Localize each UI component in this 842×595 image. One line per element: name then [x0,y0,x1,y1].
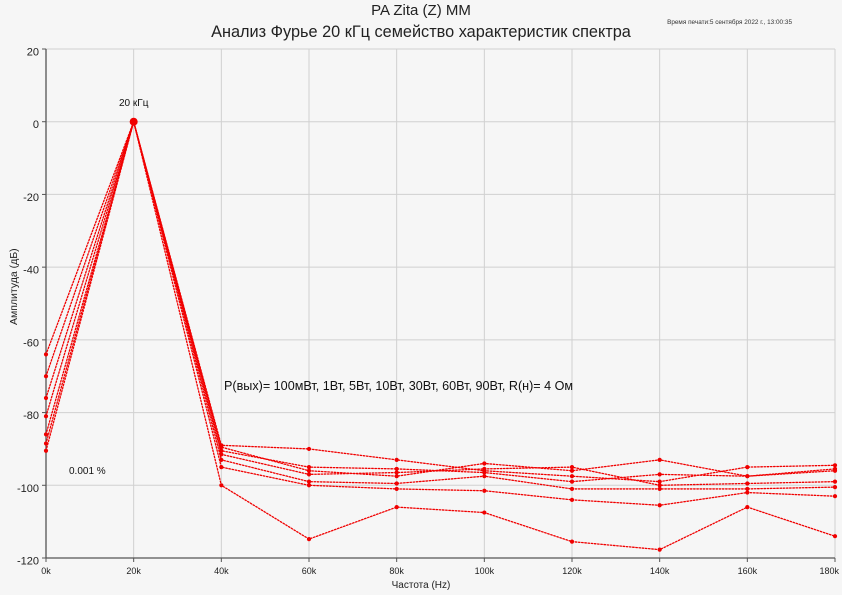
svg-text:-60: -60 [23,337,39,349]
svg-text:-100: -100 [17,483,39,495]
svg-text:120k: 120k [562,566,582,576]
svg-text:-20: -20 [23,192,39,204]
svg-text:-120: -120 [17,556,39,568]
svg-text:60k: 60k [302,566,317,576]
svg-text:40k: 40k [214,566,229,576]
svg-text:0k: 0k [41,566,51,576]
svg-text:20: 20 [27,47,39,59]
svg-text:100k: 100k [475,566,495,576]
svg-text:140k: 140k [650,566,670,576]
svg-text:-80: -80 [23,410,39,422]
svg-text:20k: 20k [126,566,141,576]
svg-text:160k: 160k [738,566,758,576]
svg-text:180k: 180k [819,566,839,576]
svg-text:80k: 80k [389,566,404,576]
svg-text:0: 0 [33,119,39,131]
svg-text:-40: -40 [23,265,39,277]
